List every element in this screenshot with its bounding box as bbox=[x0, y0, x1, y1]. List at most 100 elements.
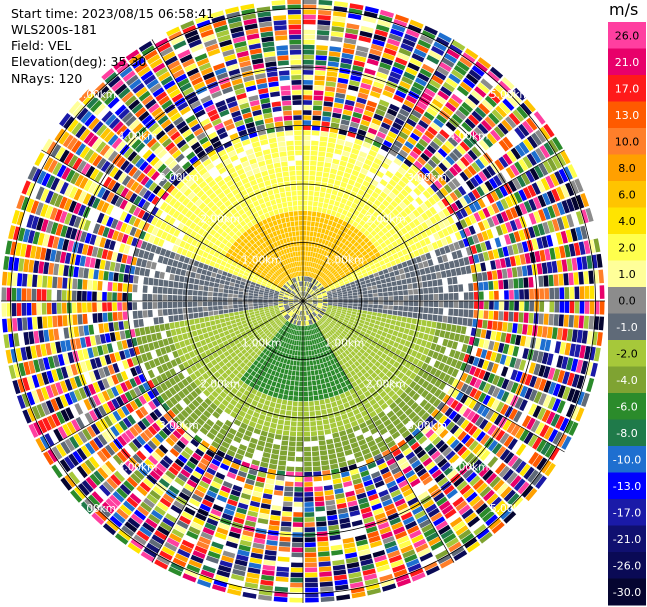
range-gate bbox=[378, 489, 389, 498]
range-gate bbox=[342, 330, 348, 336]
range-gate bbox=[407, 525, 420, 535]
range-gate bbox=[227, 588, 242, 596]
range-gate bbox=[364, 275, 370, 281]
range-gate bbox=[548, 446, 560, 461]
range-gate bbox=[471, 161, 481, 173]
range-gate bbox=[409, 57, 423, 67]
range-gate bbox=[345, 314, 351, 319]
range-gate bbox=[151, 422, 161, 433]
range-gate bbox=[312, 329, 316, 334]
range-gate bbox=[211, 340, 218, 347]
range-gate bbox=[359, 247, 365, 254]
range-gate bbox=[328, 230, 334, 237]
range-gate bbox=[463, 335, 470, 344]
range-gate bbox=[342, 47, 355, 55]
range-gate bbox=[386, 38, 401, 47]
range-gate bbox=[245, 478, 255, 486]
range-gate bbox=[332, 11, 347, 18]
range-gate bbox=[318, 146, 327, 152]
range-gate bbox=[346, 312, 352, 317]
range-gate bbox=[322, 282, 327, 287]
range-gate bbox=[308, 241, 312, 247]
range-gate bbox=[304, 326, 307, 331]
range-gate bbox=[304, 261, 307, 266]
range-gate bbox=[253, 395, 261, 402]
range-gate bbox=[223, 508, 235, 516]
range-gate bbox=[143, 343, 150, 353]
range-gate bbox=[218, 415, 227, 423]
range-gate bbox=[312, 304, 317, 307]
range-gate bbox=[548, 313, 554, 326]
range-gate bbox=[505, 393, 515, 405]
range-gate bbox=[313, 287, 318, 291]
range-gate bbox=[423, 111, 435, 121]
range-gate bbox=[462, 317, 468, 326]
range-gate bbox=[334, 315, 340, 319]
range-gate bbox=[365, 383, 373, 390]
range-gate bbox=[267, 534, 279, 541]
range-gate bbox=[287, 370, 292, 376]
range-gate bbox=[349, 174, 358, 182]
range-gate bbox=[390, 559, 404, 568]
range-gate bbox=[482, 360, 490, 370]
range-gate bbox=[254, 333, 260, 339]
range-gate bbox=[50, 383, 59, 397]
range-gate bbox=[376, 284, 382, 289]
range-gate bbox=[335, 493, 345, 500]
range-gate bbox=[288, 311, 293, 315]
range-gate bbox=[310, 277, 313, 283]
range-gate bbox=[374, 512, 386, 521]
range-gate bbox=[384, 540, 397, 549]
range-gate bbox=[224, 395, 232, 403]
range-gate bbox=[319, 450, 328, 456]
range-gate bbox=[388, 358, 396, 366]
range-gate bbox=[455, 360, 463, 370]
range-gate bbox=[529, 288, 535, 300]
range-gate bbox=[180, 450, 191, 460]
range-gate bbox=[198, 346, 205, 354]
range-gate bbox=[521, 415, 532, 428]
range-gate bbox=[100, 447, 112, 460]
range-gate bbox=[362, 307, 368, 311]
range-gate bbox=[383, 406, 392, 415]
range-gate bbox=[352, 111, 363, 119]
range-gate bbox=[362, 310, 368, 315]
range-gate bbox=[478, 291, 484, 300]
range-gate bbox=[303, 49, 315, 55]
range-gate bbox=[196, 484, 208, 494]
range-gate bbox=[493, 479, 505, 492]
range-gate bbox=[428, 465, 439, 475]
range-gate bbox=[407, 238, 415, 246]
range-gate bbox=[488, 281, 494, 290]
range-gate bbox=[286, 461, 295, 467]
range-gate bbox=[261, 498, 272, 505]
range-gate bbox=[374, 419, 383, 427]
range-gate bbox=[405, 558, 420, 568]
range-gate bbox=[291, 562, 303, 568]
range-gate bbox=[340, 370, 346, 377]
range-gate bbox=[184, 483, 195, 493]
range-gate bbox=[371, 285, 377, 290]
range-gate bbox=[322, 315, 328, 320]
range-gate bbox=[343, 444, 352, 451]
range-gate bbox=[446, 469, 458, 480]
range-gate bbox=[177, 372, 185, 381]
range-gate bbox=[197, 462, 208, 471]
range-gate bbox=[215, 387, 223, 395]
range-gate bbox=[418, 346, 425, 354]
range-gate bbox=[380, 415, 389, 423]
range-gate bbox=[345, 326, 351, 331]
range-gate bbox=[586, 377, 595, 393]
range-gate bbox=[423, 301, 429, 307]
range-gate bbox=[303, 105, 312, 110]
range-gate bbox=[298, 346, 301, 351]
range-gate bbox=[364, 6, 379, 14]
range-gate bbox=[76, 465, 88, 479]
range-gate bbox=[421, 274, 427, 282]
range-gate bbox=[334, 148, 343, 155]
range-gate bbox=[139, 406, 149, 417]
range-gate bbox=[276, 566, 290, 572]
range-gate bbox=[413, 288, 419, 295]
range-gate bbox=[294, 487, 303, 492]
range-gate bbox=[136, 355, 144, 364]
